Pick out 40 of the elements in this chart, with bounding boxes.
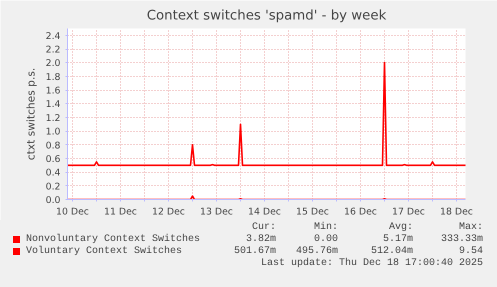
x-tick-label: 10 Dec [56,206,89,218]
x-tick-label: 18 Dec [440,206,473,218]
text: 333.33m [440,234,483,246]
y-tick-label: 1.2 [46,112,61,124]
legend-label: Voluntary Context Switches [26,246,182,258]
y-tick-label: 2.2 [46,44,61,56]
text: 3.82m [246,234,276,246]
x-tick-label: 11 Dec [104,206,137,218]
text: Last update: Thu Dec 18 17:00:40 2025 [260,258,483,270]
y-tick-label: 0.4 [46,168,61,179]
text: 495.76m [296,246,338,258]
y-axis-title: ctxt switches p.s. [24,68,38,160]
chart-title: Context switches 'spamd' - by week [146,8,387,24]
x-tick-label: 17 Dec [392,206,425,218]
text: Max: [458,222,483,234]
x-tick-label: 16 Dec [344,206,377,218]
x-tick-label: 15 Dec [296,206,329,218]
text: 512.04m [370,246,413,258]
text: 5.17m [382,234,413,246]
y-tick-label: 1.0 [46,126,61,138]
x-tick-label: 14 Dec [248,206,281,218]
text: 9.54 [458,246,483,258]
text: Avg: [388,222,413,234]
y-tick-label: 2.4 [46,30,61,42]
y-tick-label: 1.6 [46,86,61,97]
y-tick-label: 0.2 [46,181,61,192]
x-tick-label: 13 Dec [200,206,233,218]
legend-label: Nonvoluntary Context Switches [26,234,200,246]
y-tick-label: 0.6 [46,154,61,165]
y-tick-label: 1.4 [46,99,61,110]
y-tick-label: 0.0 [46,195,61,206]
y-tick-label: 2.0 [46,58,61,70]
text: Cur: [252,222,276,234]
text: 501.67m [234,246,276,258]
y-tick-label: 0.8 [46,140,61,152]
y-tick-label: 1.8 [46,72,61,83]
line-series [68,62,466,166]
x-tick-label: 12 Dec [152,206,185,218]
text: 0.00 [314,234,338,246]
text: Min: [314,222,338,234]
